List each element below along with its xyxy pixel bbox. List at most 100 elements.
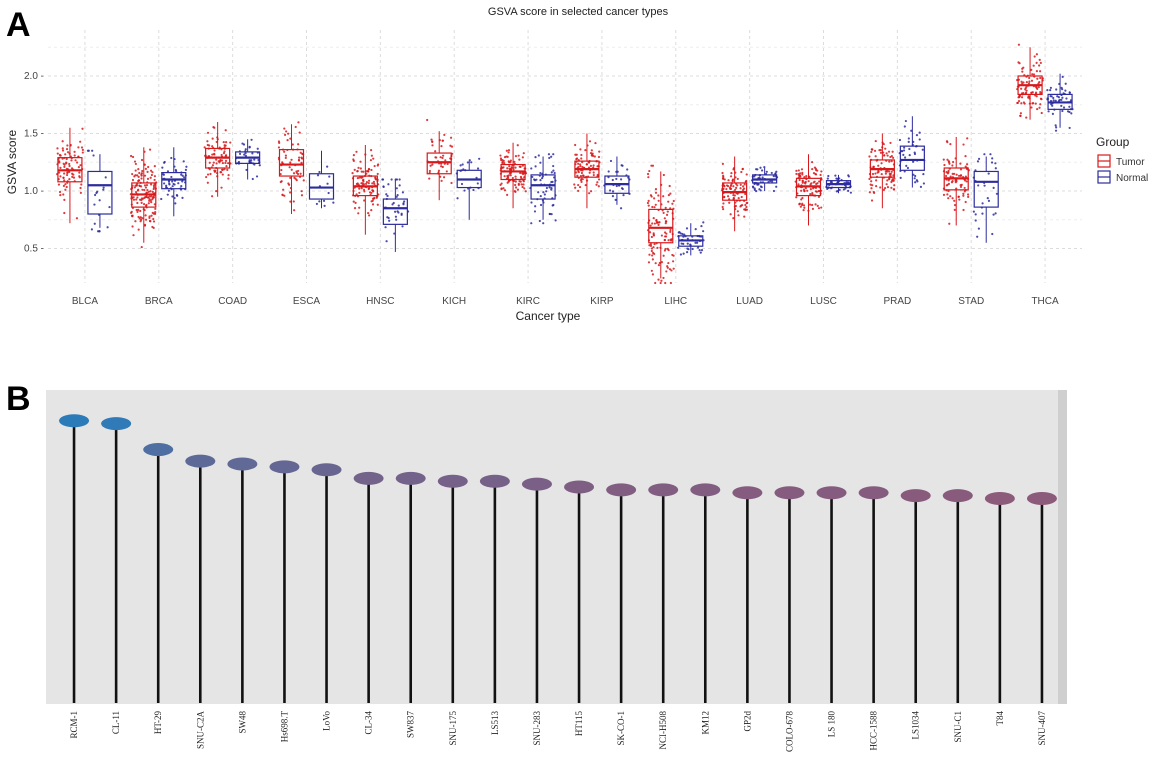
jitter-point bbox=[168, 182, 171, 185]
jitter-point bbox=[589, 164, 593, 167]
jitter-point bbox=[279, 180, 282, 184]
jitter-point bbox=[160, 197, 163, 201]
jitter-point bbox=[702, 221, 705, 224]
jitter-point bbox=[65, 148, 69, 151]
chart-b-lollipop: RCM-1 CL-11 HT-29 SNU-C2A SW48 Hs698.T LoVo CL-… bbox=[59, 414, 1057, 752]
jitter-point bbox=[91, 149, 94, 152]
jitter-point bbox=[138, 184, 141, 187]
jitter-point bbox=[58, 171, 61, 174]
jitter-point bbox=[942, 158, 945, 161]
jitter-point bbox=[871, 184, 874, 187]
jitter-point bbox=[592, 171, 595, 174]
x-label-sw837: SW837 bbox=[406, 711, 416, 739]
jitter-point bbox=[545, 190, 548, 193]
jitter-point bbox=[64, 188, 67, 191]
jitter-point bbox=[327, 191, 330, 195]
jitter-point bbox=[1060, 104, 1063, 107]
jitter-point bbox=[962, 194, 965, 197]
jitter-point bbox=[740, 170, 743, 174]
jitter-point bbox=[1054, 99, 1057, 102]
jitter-point bbox=[502, 187, 505, 190]
jitter-point bbox=[283, 133, 287, 136]
jitter-point bbox=[70, 159, 73, 162]
jitter-point bbox=[732, 168, 735, 171]
jitter-point bbox=[991, 157, 994, 160]
jitter-point bbox=[215, 162, 218, 165]
jitter-point bbox=[921, 148, 924, 151]
jitter-point bbox=[893, 184, 896, 187]
jitter-point bbox=[386, 194, 389, 198]
jitter-point bbox=[1060, 98, 1063, 101]
x-tick-label-lusc: LUSC bbox=[810, 296, 837, 307]
jitter-point bbox=[671, 202, 674, 205]
jitter-point bbox=[376, 203, 379, 206]
jitter-point bbox=[835, 177, 838, 180]
jitter-point bbox=[686, 251, 689, 254]
box-iqr bbox=[648, 208, 674, 244]
jitter-point bbox=[140, 177, 143, 180]
jitter-point bbox=[1022, 66, 1025, 69]
jitter-point bbox=[655, 221, 659, 224]
jitter-point bbox=[882, 188, 886, 191]
jitter-point bbox=[696, 241, 699, 244]
jitter-point bbox=[376, 172, 379, 176]
jitter-point bbox=[449, 136, 453, 139]
jitter-point bbox=[875, 179, 878, 182]
jitter-point bbox=[282, 188, 285, 191]
jitter-point bbox=[573, 183, 576, 186]
jitter-point bbox=[222, 152, 226, 155]
jitter-point bbox=[744, 180, 747, 183]
jitter-point bbox=[503, 156, 507, 159]
jitter-point bbox=[626, 168, 629, 171]
jitter-point bbox=[815, 190, 818, 193]
jitter-point bbox=[666, 247, 669, 251]
jitter-point bbox=[683, 233, 686, 236]
jitter-point bbox=[682, 242, 685, 245]
jitter-point bbox=[364, 182, 368, 186]
jitter-point bbox=[650, 269, 653, 272]
x-tick-label-stad: STAD bbox=[958, 296, 984, 307]
jitter-point bbox=[326, 182, 329, 185]
jitter-point bbox=[743, 183, 746, 186]
jitter-point bbox=[63, 179, 66, 182]
box-tumor-kirc bbox=[500, 142, 526, 209]
jitter-point bbox=[834, 174, 837, 177]
x-label-t84: T84 bbox=[995, 711, 1005, 726]
jitter-point bbox=[143, 174, 147, 177]
jitter-point bbox=[760, 169, 764, 172]
jitter-point bbox=[611, 190, 615, 193]
legend-item-normal: Normal bbox=[1097, 170, 1148, 184]
jitter-point bbox=[954, 181, 957, 184]
jitter-point bbox=[1030, 79, 1034, 82]
jitter-point bbox=[959, 162, 962, 165]
chart-a-boxplot: 0.5 - 1.0 - 1.5 - 2.0 - BLCA BRCA COAD ESCA HNS… bbox=[24, 30, 1082, 307]
jitter-point bbox=[887, 150, 891, 153]
jitter-point bbox=[737, 197, 740, 200]
jitter-point bbox=[215, 190, 218, 193]
jitter-point bbox=[289, 191, 292, 194]
jitter-point bbox=[887, 170, 891, 173]
jitter-point bbox=[499, 154, 502, 157]
jitter-point bbox=[440, 179, 443, 182]
jitter-point bbox=[297, 158, 301, 162]
jitter-point bbox=[1028, 76, 1031, 80]
jitter-point bbox=[651, 254, 654, 257]
jitter-point bbox=[78, 176, 81, 179]
jitter-point bbox=[876, 171, 879, 174]
jitter-point bbox=[534, 205, 537, 208]
jitter-point bbox=[370, 191, 373, 195]
x-tick-label-thca: THCA bbox=[1031, 296, 1059, 307]
jitter-point bbox=[281, 193, 284, 196]
jitter-point bbox=[446, 162, 449, 166]
box-normal-stad bbox=[973, 156, 999, 243]
jitter-point bbox=[945, 140, 949, 143]
jitter-point bbox=[809, 193, 812, 196]
jitter-point bbox=[146, 177, 150, 180]
jitter-point bbox=[161, 166, 164, 169]
jitter-point bbox=[946, 158, 949, 161]
jitter-point bbox=[967, 195, 970, 198]
jitter-point bbox=[431, 163, 434, 166]
jitter-point bbox=[964, 175, 967, 178]
jitter-point bbox=[849, 191, 852, 194]
jitter-point bbox=[664, 281, 667, 285]
